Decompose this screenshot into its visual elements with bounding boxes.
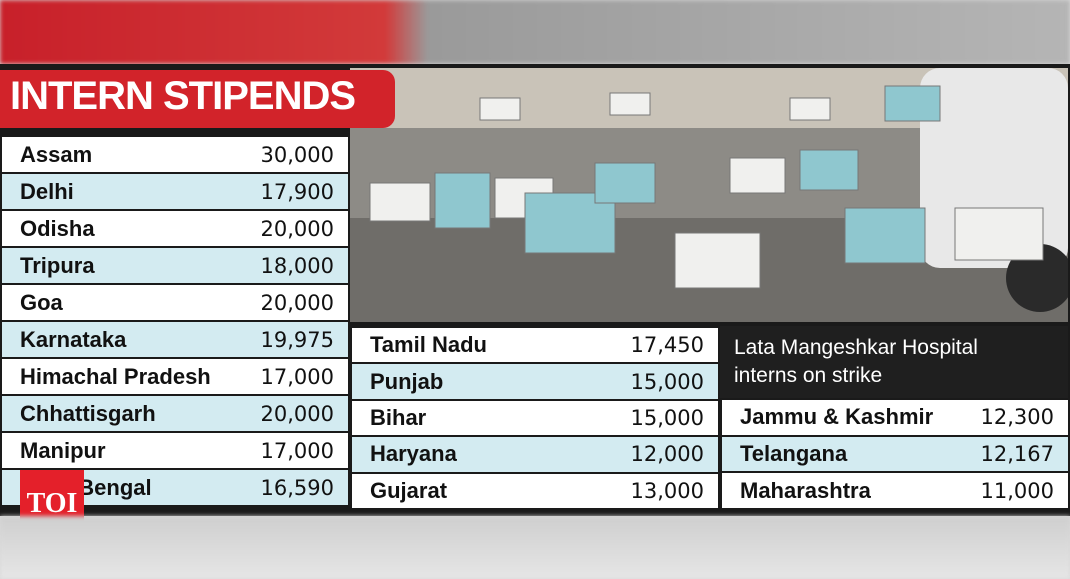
stipend: 20,000: [260, 290, 334, 315]
stipend: 15,000: [630, 369, 704, 394]
caption: Lata Mangeshkar Hospital interns on stri…: [734, 336, 978, 387]
state: Assam: [20, 141, 93, 167]
table-row: Bihar 15,000: [352, 400, 718, 438]
table-row: Tripura 18,000: [2, 248, 348, 285]
stipend: 15,000: [630, 405, 704, 430]
table-row: Jammu & Kashmir 12,300: [722, 400, 1068, 437]
title: INTERN STIPENDS: [10, 74, 356, 118]
stipend: 30,000: [260, 142, 334, 167]
table-row: Manipur 17,000: [2, 433, 348, 470]
state: Chhattisgarh: [20, 400, 156, 426]
stipend: 17,450: [630, 333, 704, 358]
top-banner: [0, 0, 1070, 64]
table-row: Odisha 20,000: [2, 211, 348, 248]
stipend: 20,000: [260, 216, 334, 241]
state: Tamil Nadu: [370, 332, 487, 358]
table-row: Tamil Nadu 17,450: [352, 328, 718, 365]
state: Himachal Pradesh: [20, 363, 211, 389]
state: Haryana: [370, 441, 457, 467]
state: Gujarat: [370, 477, 448, 503]
table-row: Haryana 12,000: [352, 437, 718, 474]
table-row: Delhi 17,900: [2, 174, 348, 211]
bottom-strip: [0, 516, 1070, 579]
stipend: 13,000: [630, 478, 704, 503]
table-row: Karnataka 19,975: [2, 322, 348, 359]
stipend: 11,000: [980, 478, 1054, 503]
stipend: 17,000: [260, 438, 334, 463]
state: Maharashtra: [740, 477, 871, 503]
title-box: [0, 70, 395, 128]
state: Jammu & Kashmir: [740, 404, 934, 430]
state: Manipur: [20, 437, 106, 463]
table-row: Telangana 12,167: [722, 436, 1068, 474]
table-row: Punjab 15,000: [352, 364, 718, 401]
state: Odisha: [20, 215, 95, 241]
state: Delhi: [20, 178, 74, 204]
stipend: 12,000: [630, 442, 704, 467]
table-row: Himachal Pradesh 17,000: [2, 359, 348, 396]
state: Bihar: [370, 404, 427, 430]
table-row: Maharashtra 11,000: [722, 473, 1068, 511]
state: Goa: [20, 289, 63, 315]
table-row: Gujarat 13,000: [352, 473, 718, 510]
state: Punjab: [370, 368, 444, 394]
stipend: 18,000: [260, 253, 334, 278]
stipend: 12,167: [980, 442, 1054, 467]
stipend: 12,300: [980, 405, 1054, 430]
stipend: 16,590: [260, 475, 334, 500]
stipend: 19,975: [260, 327, 334, 352]
state: Karnataka: [20, 326, 127, 352]
caption-box: [720, 326, 1068, 398]
stipend: 20,000: [260, 401, 334, 426]
stipend: 17,000: [260, 364, 334, 389]
stipend: 17,900: [260, 179, 334, 204]
table-row: Chhattisgarh 20,000: [2, 396, 348, 433]
table-row: Goa 20,000: [2, 285, 348, 322]
state: Tripura: [20, 252, 95, 278]
table-row: Assam 30,000: [2, 137, 348, 174]
state: Telangana: [740, 441, 848, 467]
photo: [350, 68, 1068, 322]
